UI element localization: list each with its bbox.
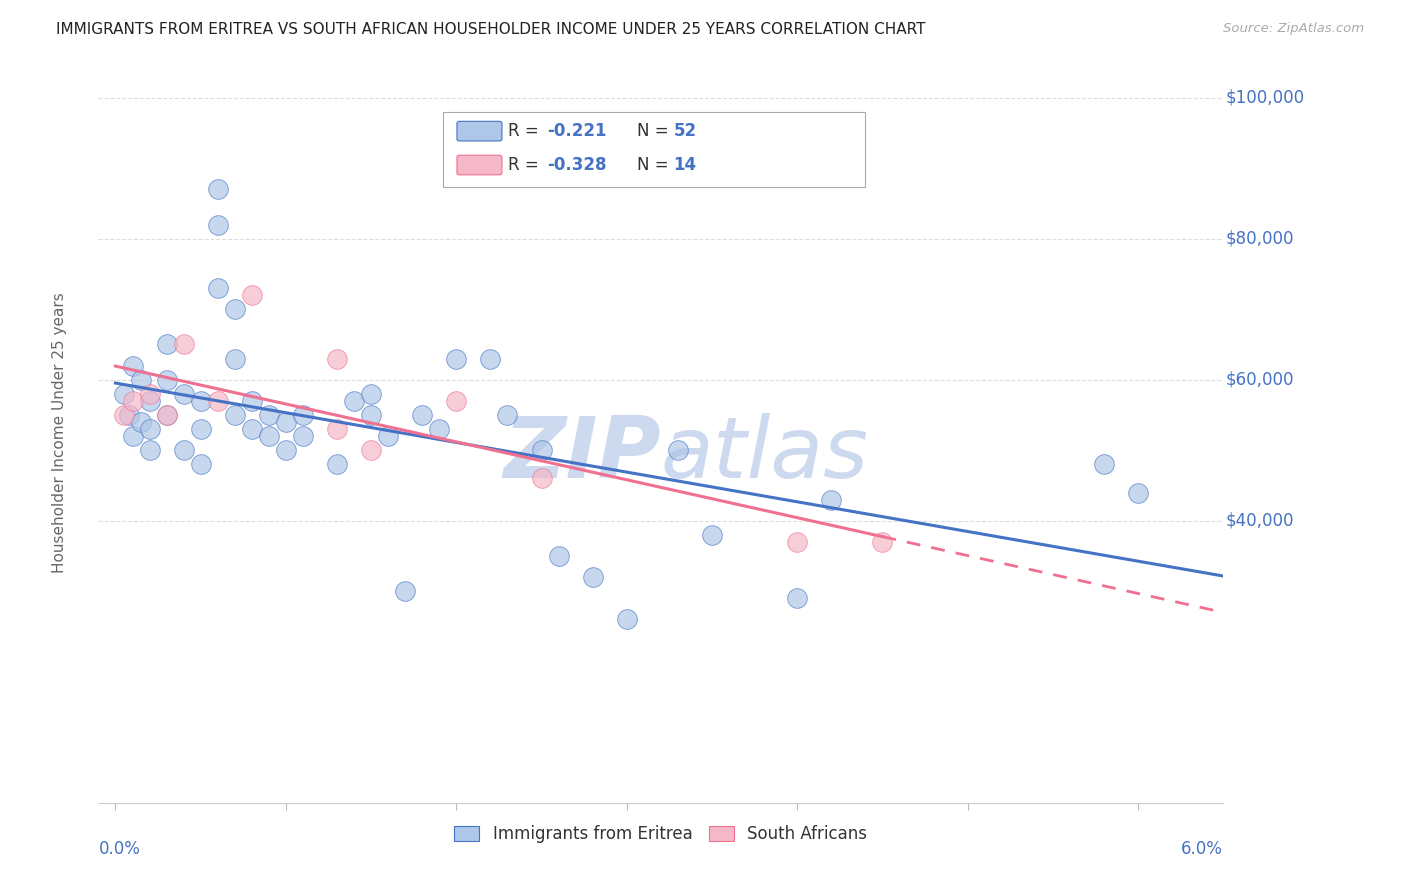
Text: $100,000: $100,000 [1226,88,1305,107]
Point [360,387,382,401]
Point [138,443,160,458]
Point [547,549,569,563]
Point [224,302,246,317]
Point [155,408,177,422]
Point [786,535,808,549]
Point [411,408,433,422]
Point [138,393,160,408]
Point [1126,485,1149,500]
Point [530,443,553,458]
Point [207,393,229,408]
Point [257,408,280,422]
Point [326,351,349,366]
Point [291,408,314,422]
Point [394,584,416,599]
Point [700,528,723,542]
Point [155,408,177,422]
Point [479,351,502,366]
Point [496,408,519,422]
Point [446,351,468,366]
Point [138,422,160,436]
Point [112,387,135,401]
Text: R =: R = [508,156,544,174]
Point [360,408,382,422]
Point [207,182,229,196]
Point [138,387,160,401]
Point [224,351,246,366]
Text: 6.0%: 6.0% [1181,840,1223,858]
Point [190,422,212,436]
Point [666,443,689,458]
Point [820,492,842,507]
Point [121,429,143,443]
Point [207,218,229,232]
Point [240,422,263,436]
Point [240,288,263,302]
Text: $60,000: $60,000 [1226,371,1294,389]
Text: R =: R = [508,122,544,140]
Text: $40,000: $40,000 [1226,512,1294,530]
Point [173,337,195,351]
Point [427,422,450,436]
Point [377,429,399,443]
Text: 14: 14 [673,156,696,174]
Text: IMMIGRANTS FROM ERITREA VS SOUTH AFRICAN HOUSEHOLDER INCOME UNDER 25 YEARS CORRE: IMMIGRANTS FROM ERITREA VS SOUTH AFRICAN… [56,22,925,37]
Text: atlas: atlas [661,413,869,496]
Text: $80,000: $80,000 [1226,230,1294,248]
Text: 0.0%: 0.0% [98,840,141,858]
Point [616,612,638,626]
Point [240,393,263,408]
Point [326,422,349,436]
Point [786,591,808,606]
Point [872,535,894,549]
Point [1092,458,1115,472]
Text: ZIP: ZIP [503,413,661,496]
Text: -0.328: -0.328 [547,156,606,174]
Point [446,393,468,408]
Point [291,429,314,443]
Point [274,443,297,458]
Text: N =: N = [637,122,673,140]
Point [274,415,297,429]
Text: 52: 52 [673,122,696,140]
Point [224,408,246,422]
Text: N =: N = [637,156,673,174]
Legend: Immigrants from Eritrea, South Africans: Immigrants from Eritrea, South Africans [447,819,875,850]
Point [155,373,177,387]
Point [121,359,143,373]
Point [530,471,553,485]
Point [118,408,141,422]
Point [121,393,143,408]
Point [173,443,195,458]
Point [173,387,195,401]
Point [360,443,382,458]
Point [207,281,229,295]
Text: Householder Income Under 25 years: Householder Income Under 25 years [52,293,66,573]
Point [129,373,152,387]
Point [582,570,605,584]
Point [112,408,135,422]
Text: -0.221: -0.221 [547,122,606,140]
Point [129,415,152,429]
Point [257,429,280,443]
Point [190,393,212,408]
Point [190,458,212,472]
Point [326,458,349,472]
Point [155,337,177,351]
Point [343,393,366,408]
Text: Source: ZipAtlas.com: Source: ZipAtlas.com [1223,22,1364,36]
